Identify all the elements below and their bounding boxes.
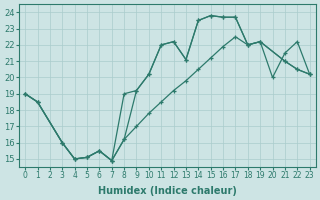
X-axis label: Humidex (Indice chaleur): Humidex (Indice chaleur) bbox=[98, 186, 237, 196]
